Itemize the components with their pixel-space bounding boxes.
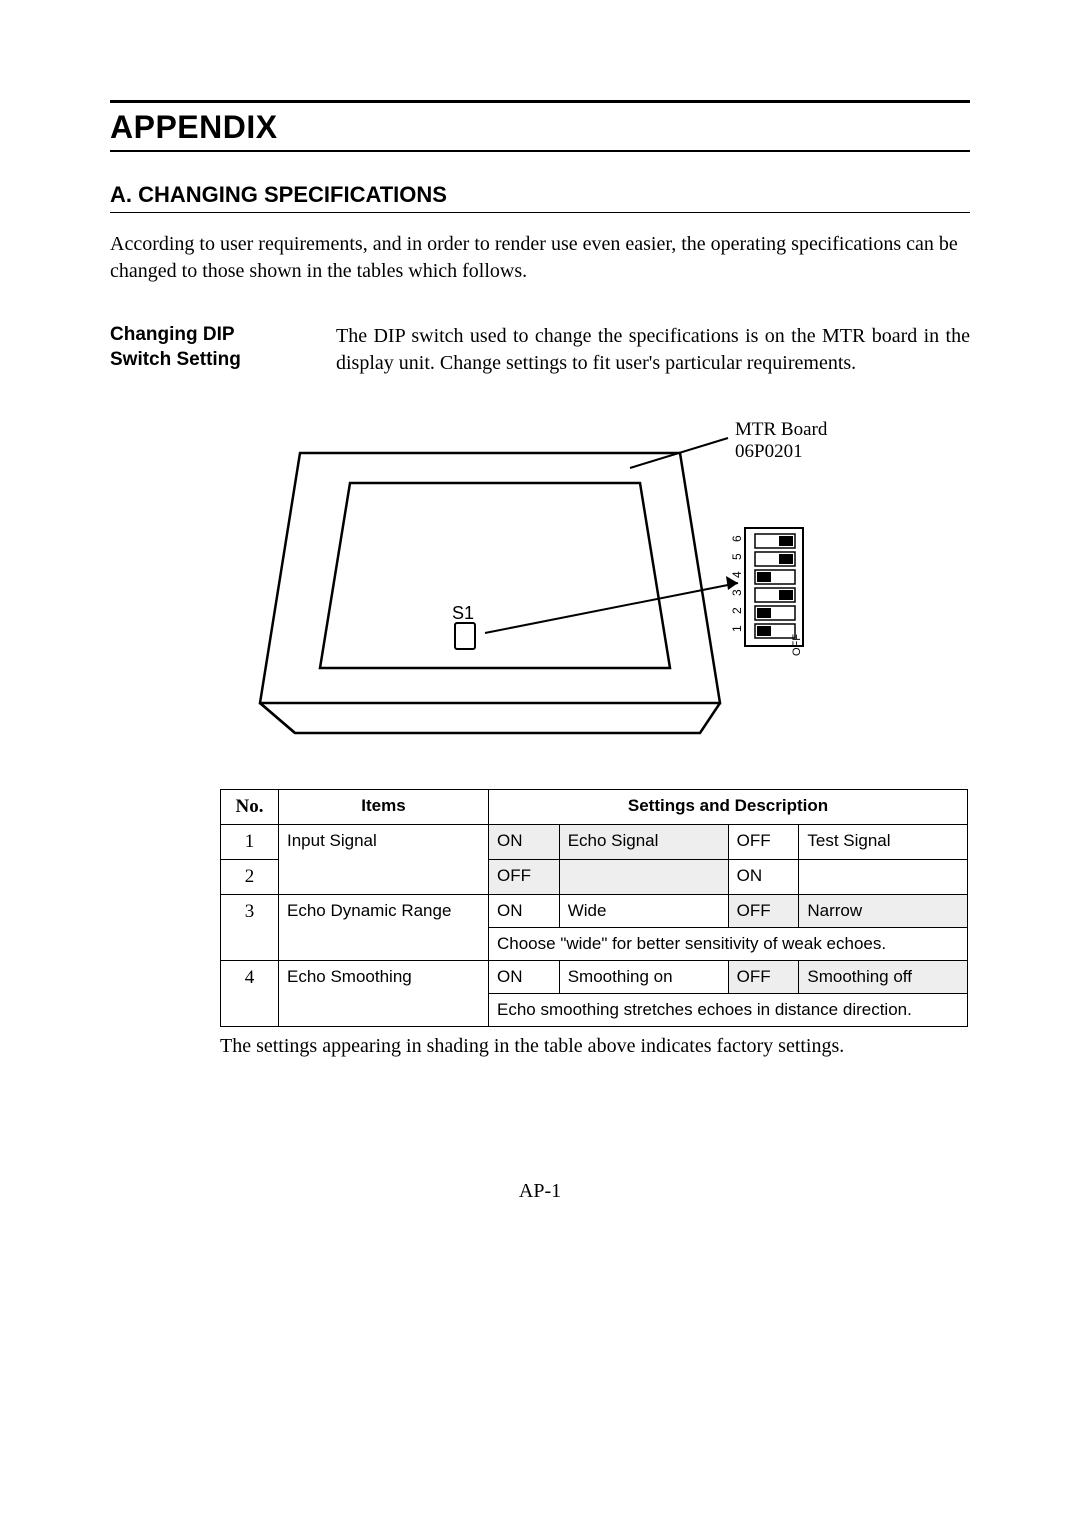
rule-under-subhead: [110, 212, 970, 213]
dip-off-label: OFF: [791, 634, 803, 656]
dip-settings-table: No. Items Settings and Description 1 Inp…: [220, 789, 968, 1027]
col-settings: Settings and Description: [489, 790, 968, 825]
page-title: APPENDIX: [110, 109, 970, 146]
cell-no: 1: [221, 825, 279, 860]
cell-c1: ON: [489, 895, 560, 928]
cell-c3: OFF: [728, 825, 799, 860]
cell-item: Echo Dynamic Range: [279, 895, 489, 961]
cell-no: 3: [221, 895, 279, 961]
cell-c3: ON: [728, 860, 799, 895]
s1-label: S1: [452, 603, 474, 623]
rule-under-title: [110, 150, 970, 152]
cell-c4: [799, 860, 968, 895]
side-heading-line2: Switch Setting: [110, 349, 241, 370]
dip-num-4: 4: [730, 571, 744, 578]
page: APPENDIX A. CHANGING SPECIFICATIONS Acco…: [0, 0, 1080, 1263]
cell-c4: Test Signal: [799, 825, 968, 860]
cell-c4: Narrow: [799, 895, 968, 928]
dip-settings-table-wrap: No. Items Settings and Description 1 Inp…: [220, 789, 968, 1060]
table-row: 4 Echo Smoothing ON Smoothing on OFF Smo…: [221, 961, 968, 994]
diagram-svg: S1 MTR Board 06P0201 6 5 4 3 2 1: [230, 413, 850, 753]
cell-note: Echo smoothing stretches echoes in dista…: [489, 994, 968, 1027]
table-row: 1 Input Signal ON Echo Signal OFF Test S…: [221, 825, 968, 860]
board-label-1: MTR Board: [735, 419, 828, 440]
table-header-row: No. Items Settings and Description: [221, 790, 968, 825]
cell-no: 4: [221, 961, 279, 1027]
board-label-2: 06P0201: [735, 441, 803, 462]
side-heading-line1: Changing DIP: [110, 324, 235, 345]
page-footer: AP-1: [110, 1180, 970, 1203]
dip-num-5: 5: [730, 553, 744, 560]
cell-c1: ON: [489, 825, 560, 860]
dip-num-3: 3: [730, 589, 744, 596]
cell-c3: OFF: [728, 895, 799, 928]
dip-num-2: 2: [730, 607, 744, 614]
cell-c1: ON: [489, 961, 560, 994]
dip-num-1: 1: [730, 625, 744, 632]
cell-item: Input Signal: [279, 825, 489, 895]
table-caption: The settings appearing in shading in the…: [220, 1033, 968, 1060]
cell-no: 2: [221, 860, 279, 895]
side-heading: Changing DIP Switch Setting: [110, 323, 310, 377]
side-paragraph: The DIP switch used to change the specif…: [336, 323, 970, 377]
cell-c4: Smoothing off: [799, 961, 968, 994]
table-row: 3 Echo Dynamic Range ON Wide OFF Narrow: [221, 895, 968, 928]
mtr-board-diagram: S1 MTR Board 06P0201 6 5 4 3 2 1: [110, 413, 970, 753]
rule-top: [110, 100, 970, 103]
cell-c2: [559, 860, 728, 895]
col-items: Items: [279, 790, 489, 825]
cell-c1: OFF: [489, 860, 560, 895]
intro-paragraph: According to user requirements, and in o…: [110, 231, 970, 285]
cell-c2: Echo Signal: [559, 825, 728, 860]
cell-c2: Wide: [559, 895, 728, 928]
cell-item: Echo Smoothing: [279, 961, 489, 1027]
section-heading: A. CHANGING SPECIFICATIONS: [110, 182, 970, 208]
dip-num-6: 6: [730, 535, 744, 542]
col-no: No.: [221, 790, 279, 825]
dip-switch-section: Changing DIP Switch Setting The DIP swit…: [110, 323, 970, 377]
cell-note: Choose "wide" for better sensitivity of …: [489, 928, 968, 961]
cell-c2: Smoothing on: [559, 961, 728, 994]
cell-c3: OFF: [728, 961, 799, 994]
